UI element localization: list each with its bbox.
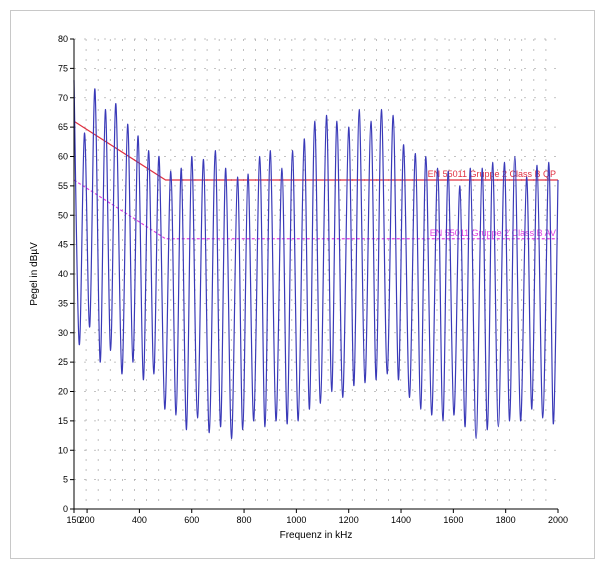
y-tick-label-9: 45 [58, 240, 68, 250]
x-tick-label-7: 1400 [391, 515, 411, 525]
y-axis-label: Pegel in dBµV [29, 242, 40, 306]
limit-line-1 [73, 179, 558, 240]
x-tick-label-4: 800 [237, 515, 252, 525]
y-tick-label-5: 25 [58, 357, 68, 367]
y-tick-label-13: 65 [58, 122, 68, 132]
measurement-trace [73, 80, 559, 440]
x-tick-label-0: 150 [66, 515, 81, 525]
axes [70, 38, 559, 513]
y-tick-label-16: 80 [58, 34, 68, 44]
x-tick-label-5: 1000 [286, 515, 306, 525]
y-tick-label-8: 40 [58, 269, 68, 279]
y-tick-label-15: 75 [58, 63, 68, 73]
y-tick-label-1: 5 [63, 475, 68, 485]
x-tick-label-3: 600 [184, 515, 199, 525]
y-tick-label-0: 0 [63, 504, 68, 514]
y-tick-label-2: 10 [58, 445, 68, 455]
y-tick-label-12: 60 [58, 152, 68, 162]
y-tick-label-6: 30 [58, 328, 68, 338]
series-line-0 [73, 80, 559, 440]
limit-line-label-1: EN 55011 Gruppe 2 Class B AV [430, 228, 556, 238]
y-tick-label-11: 55 [58, 181, 68, 191]
x-axis-label: Frequenz in kHz [280, 530, 353, 541]
chart-frame: EN 55011 Gruppe 2 Class B QP EN 55011 Gru… [10, 10, 595, 559]
x-tick-label-10: 2000 [548, 515, 568, 525]
x-tick-label-2: 400 [132, 515, 147, 525]
y-tick-label-7: 35 [58, 298, 68, 308]
y-tick-label-10: 50 [58, 210, 68, 220]
y-tick-label-3: 15 [58, 416, 68, 426]
grid [74, 38, 558, 509]
x-tick-label-6: 1200 [339, 515, 359, 525]
x-tick-label-1: 200 [80, 515, 95, 525]
x-tick-label-8: 1600 [443, 515, 463, 525]
x-tick-label-9: 1800 [496, 515, 516, 525]
y-tick-label-4: 20 [58, 387, 68, 397]
y-tick-label-14: 70 [58, 93, 68, 103]
y-tick-labels: 0 5 10 15 20 25 30 35 40 45 50 55 60 65 70 75 80 [58, 34, 68, 514]
